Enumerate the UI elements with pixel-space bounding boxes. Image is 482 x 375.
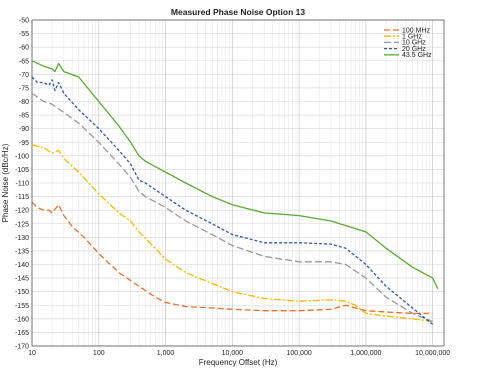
legend-entry: 100 MHz bbox=[402, 27, 431, 34]
y-tick-label: -100 bbox=[15, 153, 29, 160]
grid-lines bbox=[31, 19, 444, 347]
y-axis-label: Phase Noise (dBc/Hz) bbox=[1, 143, 10, 222]
legend-entry: 43.5 GHz bbox=[402, 52, 432, 59]
series-line-20-ghz bbox=[31, 76, 434, 325]
x-tick-label: 1,000,000 bbox=[350, 350, 381, 357]
y-tick-label: -115 bbox=[16, 194, 30, 201]
y-tick-label: -130 bbox=[15, 235, 29, 242]
y-tick-label: -55 bbox=[19, 31, 29, 38]
tick-labels: -50 -55 -60 -65 -70 -75 -80 -85 -90 -95 -100 -105 -1… bbox=[15, 18, 450, 358]
y-tick-label: -95 bbox=[19, 140, 29, 147]
y-tick-label: -155 bbox=[15, 303, 29, 310]
y-tick-label: -105 bbox=[15, 167, 29, 174]
legend-entry: 10 GHz bbox=[402, 40, 426, 47]
y-tick-label: -120 bbox=[15, 208, 29, 215]
y-tick-label: -145 bbox=[15, 276, 29, 283]
series-line-10-ghz bbox=[31, 92, 433, 323]
y-tick-label: -80 bbox=[19, 99, 29, 106]
y-tick-label: -85 bbox=[19, 113, 29, 120]
y-tick-label: -140 bbox=[15, 262, 29, 269]
x-tick-label: 10,000 bbox=[222, 350, 244, 357]
y-tick-label: -160 bbox=[15, 316, 29, 323]
series-line-43-5-ghz bbox=[31, 60, 439, 290]
y-tick-label: -65 bbox=[19, 58, 29, 65]
y-tick-label: -125 bbox=[15, 221, 29, 228]
series-line-1-ghz bbox=[31, 144, 433, 323]
y-tick-label: -70 bbox=[19, 72, 29, 79]
x-tick-label: 1,000 bbox=[157, 350, 175, 357]
x-tick-label: 100 bbox=[93, 350, 105, 357]
y-tick-label: -90 bbox=[19, 126, 29, 133]
y-tick-label: -165 bbox=[15, 330, 29, 337]
y-tick-label: -150 bbox=[15, 289, 29, 296]
y-tick-label: -75 bbox=[19, 85, 29, 92]
x-axis-label: Frequency Offset (Hz) bbox=[199, 358, 278, 367]
legend-entry: 20 GHz bbox=[402, 46, 426, 53]
series-layer bbox=[31, 60, 439, 325]
series-line-100-mhz bbox=[31, 201, 433, 315]
y-tick-label: -50 bbox=[19, 18, 29, 25]
plot-border bbox=[31, 19, 445, 347]
chart-title: Measured Phase Noise Option 13 bbox=[171, 7, 305, 17]
y-tick-label: -60 bbox=[19, 45, 29, 52]
x-tick-label: 10 bbox=[28, 350, 36, 357]
y-tick-label: -135 bbox=[15, 248, 29, 255]
x-tick-label: 100,000 bbox=[286, 350, 311, 357]
x-tick-label: 10,000,000 bbox=[415, 350, 450, 357]
y-tick-label: -170 bbox=[15, 344, 29, 351]
y-tick-label: -110 bbox=[16, 181, 30, 188]
legend-entry: 1 GHz bbox=[402, 34, 422, 41]
